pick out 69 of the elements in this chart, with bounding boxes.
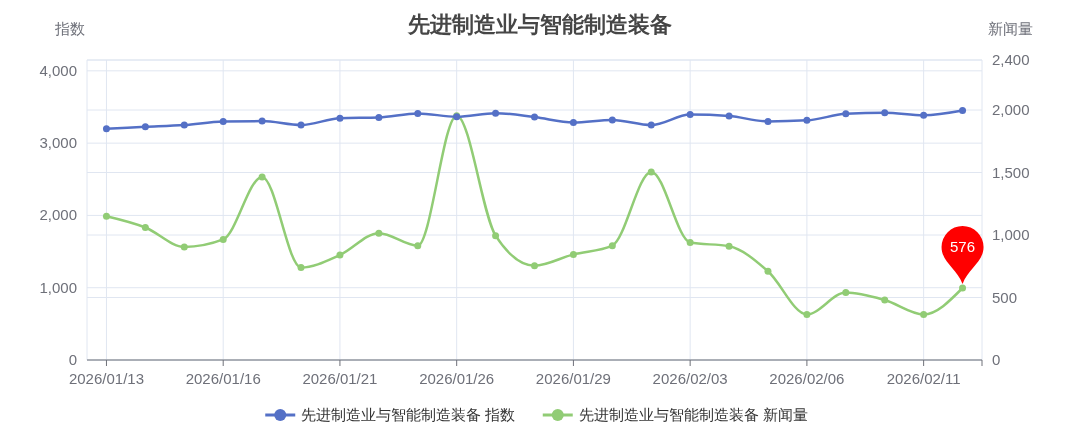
legend-label: 先进制造业与智能制造装备 新闻量	[578, 406, 808, 423]
point	[647, 168, 655, 176]
y2-tick-label: 2,000	[992, 101, 1030, 118]
x-tick-label: 2026/02/03	[652, 370, 728, 387]
point	[725, 242, 733, 250]
data-label: 576	[950, 238, 976, 255]
y-tick-label: 4,000	[39, 61, 77, 79]
point	[141, 224, 149, 231]
x-tick-label: 2026/02/06	[769, 370, 845, 387]
point	[842, 289, 850, 296]
legend-label: 先进制造业与智能制造装备 指数	[301, 406, 516, 423]
y2-tick-label: 500	[992, 288, 1018, 306]
point	[959, 284, 967, 292]
point	[842, 110, 850, 118]
point	[219, 235, 227, 243]
y2-tick-label: 0	[992, 351, 1001, 368]
point	[803, 116, 811, 124]
point	[258, 173, 266, 181]
point	[686, 239, 694, 246]
point	[375, 113, 383, 121]
y2-tick-label: 1,500	[992, 163, 1030, 181]
point	[920, 310, 928, 318]
point	[180, 121, 188, 129]
y2-axis-title: 新闻量	[987, 20, 1033, 37]
x-tick-label: 2026/01/26	[419, 370, 495, 387]
point	[569, 119, 577, 127]
chart-title: 先进制造业与智能制造装备	[407, 12, 672, 37]
y-tick-label: 3,000	[39, 134, 77, 152]
point	[102, 212, 110, 220]
x-tick-label: 2026/01/29	[535, 370, 611, 387]
point	[492, 232, 500, 240]
x-tick-label: 2026/02/11	[886, 370, 961, 387]
point	[686, 111, 694, 119]
point	[881, 109, 889, 117]
x-tick-label: 2026/01/13	[68, 370, 144, 387]
point	[725, 112, 733, 120]
point	[608, 116, 616, 124]
point	[258, 117, 266, 125]
point	[180, 243, 188, 251]
point	[803, 310, 811, 318]
point	[531, 113, 538, 121]
point	[297, 121, 305, 129]
y-tick-label: 2,000	[39, 206, 77, 224]
point	[414, 242, 422, 250]
point	[141, 123, 149, 131]
y2-tick-label: 2,400	[992, 51, 1030, 68]
point	[881, 296, 889, 304]
point	[336, 251, 344, 259]
y2-tick-label: 1,000	[992, 226, 1030, 243]
point	[764, 117, 772, 125]
x-tick-label: 2026/01/21	[302, 370, 378, 387]
y-tick-label: 0	[68, 351, 77, 368]
point	[336, 114, 344, 122]
point	[375, 229, 383, 237]
point	[569, 250, 577, 258]
point	[297, 264, 305, 271]
point	[959, 107, 967, 115]
point	[414, 109, 422, 117]
point	[764, 267, 772, 275]
x-tick-label: 2026/01/16	[185, 370, 261, 387]
point	[531, 262, 538, 270]
point	[102, 125, 110, 133]
point	[219, 117, 227, 125]
point	[647, 121, 655, 129]
y-axis-title: 指数	[54, 20, 85, 37]
y-tick-label: 1,000	[39, 278, 77, 296]
point	[608, 242, 616, 250]
point	[492, 109, 500, 117]
point	[920, 111, 928, 119]
